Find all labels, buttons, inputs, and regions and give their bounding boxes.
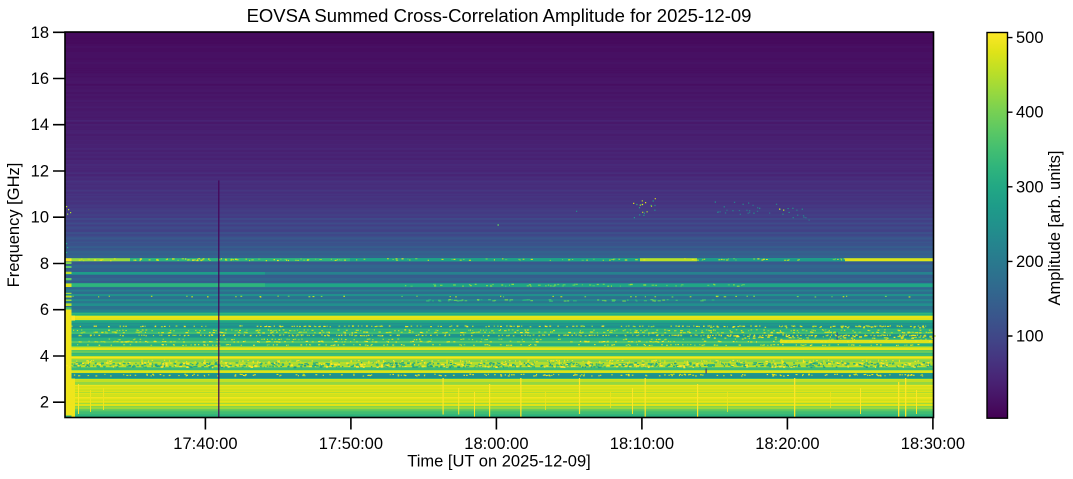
svg-text:300: 300 [1016, 178, 1044, 196]
svg-text:14: 14 [31, 116, 49, 134]
svg-text:8: 8 [40, 255, 49, 273]
svg-text:100: 100 [1016, 328, 1044, 346]
svg-text:18:00:00: 18:00:00 [464, 435, 528, 453]
svg-text:17:40:00: 17:40:00 [173, 435, 237, 453]
svg-text:Frequency [GHz]: Frequency [GHz] [5, 163, 23, 288]
svg-text:17:50:00: 17:50:00 [319, 435, 383, 453]
svg-text:EOVSA Summed Cross-Correlation: EOVSA Summed Cross-Correlation Amplitude… [247, 5, 752, 26]
svg-text:6: 6 [40, 301, 49, 319]
svg-text:Time [UT on 2025-12-09]: Time [UT on 2025-12-09] [407, 453, 590, 471]
svg-text:16: 16 [31, 70, 49, 88]
svg-text:10: 10 [31, 209, 49, 227]
svg-text:18:30:00: 18:30:00 [901, 435, 965, 453]
svg-text:200: 200 [1016, 253, 1044, 271]
svg-text:12: 12 [31, 163, 49, 181]
svg-text:18:10:00: 18:10:00 [610, 435, 674, 453]
svg-text:4: 4 [40, 348, 49, 366]
svg-text:500: 500 [1016, 29, 1044, 47]
svg-text:18: 18 [31, 24, 49, 42]
svg-text:2: 2 [40, 394, 49, 412]
svg-text:18:20:00: 18:20:00 [755, 435, 819, 453]
svg-text:Amplitude [arb. units]: Amplitude [arb. units] [1046, 151, 1064, 306]
svg-text:400: 400 [1016, 104, 1044, 122]
